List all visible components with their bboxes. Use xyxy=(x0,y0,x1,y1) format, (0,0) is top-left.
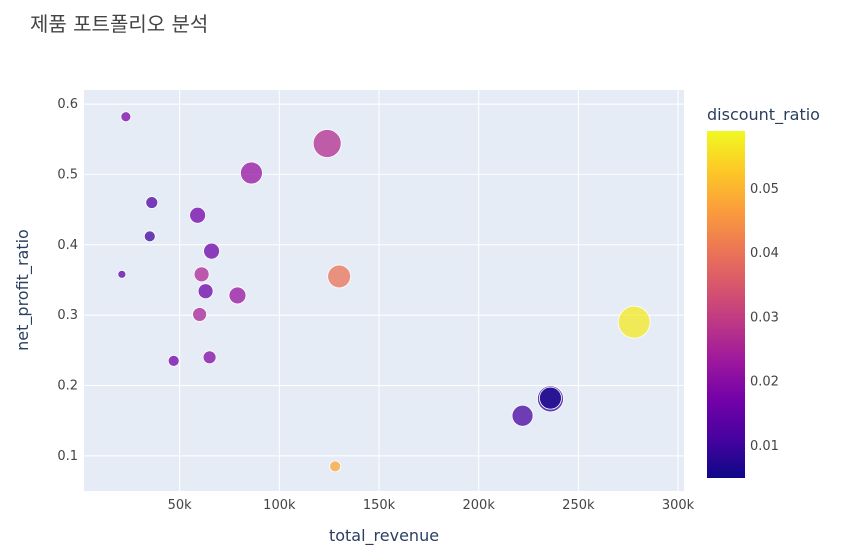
x-tick-label: 100k xyxy=(263,498,296,513)
data-point[interactable] xyxy=(202,350,217,365)
colorbar-tick-label: 0.04 xyxy=(750,246,779,261)
data-point[interactable] xyxy=(117,269,127,279)
data-point[interactable] xyxy=(312,129,342,158)
data-point[interactable] xyxy=(189,206,207,224)
data-point[interactable] xyxy=(617,305,651,339)
data-point[interactable] xyxy=(197,283,214,300)
data-point[interactable] xyxy=(203,242,220,260)
colorbar-title: discount_ratio xyxy=(707,105,820,125)
data-point[interactable] xyxy=(511,404,534,427)
data-point[interactable] xyxy=(240,161,263,185)
y-tick-label: 0.1 xyxy=(57,449,78,464)
x-tick-label: 250k xyxy=(562,498,595,513)
x-tick-label: 300k xyxy=(662,498,695,513)
y-tick-label: 0.3 xyxy=(57,308,78,323)
plot-background xyxy=(84,90,684,491)
y-axis-title: net_profit_ratio xyxy=(13,229,33,351)
colorbar-tick-label: 0.03 xyxy=(750,310,779,325)
y-tick-label: 0.4 xyxy=(57,238,78,253)
colorbar-tick-label: 0.01 xyxy=(750,439,779,454)
data-point[interactable] xyxy=(192,307,208,322)
data-points xyxy=(117,111,651,473)
colorbar-tick-label: 0.02 xyxy=(750,375,779,390)
colorbar-ticks: 0.01 0.02 0.03 0.04 0.05 xyxy=(750,182,779,454)
colorbar-tick-label: 0.05 xyxy=(750,182,779,197)
y-tick-label: 0.2 xyxy=(57,378,78,393)
x-tick-label: 50k xyxy=(168,498,193,513)
y-axis-ticks: 0.1 0.2 0.3 0.4 0.5 0.6 xyxy=(57,97,78,464)
grid xyxy=(84,90,684,491)
y-tick-label: 0.6 xyxy=(57,97,78,112)
data-point[interactable] xyxy=(329,460,342,473)
x-axis-title: total_revenue xyxy=(329,526,439,546)
data-point[interactable] xyxy=(167,354,180,367)
data-point[interactable] xyxy=(120,111,132,123)
colorbar xyxy=(707,131,745,478)
data-point[interactable] xyxy=(145,196,159,209)
chart-title: 제품 포트폴리오 분석 xyxy=(30,12,209,36)
data-point[interactable] xyxy=(327,264,352,289)
y-tick-label: 0.5 xyxy=(57,167,78,182)
x-axis-ticks: 50k 100k 150k 200k 250k 300k xyxy=(168,498,695,513)
x-tick-label: 200k xyxy=(463,498,496,513)
data-point[interactable] xyxy=(228,286,247,305)
data-point[interactable] xyxy=(143,230,156,243)
data-point[interactable] xyxy=(193,266,210,283)
data-point[interactable] xyxy=(539,386,562,410)
x-tick-label: 150k xyxy=(363,498,396,513)
